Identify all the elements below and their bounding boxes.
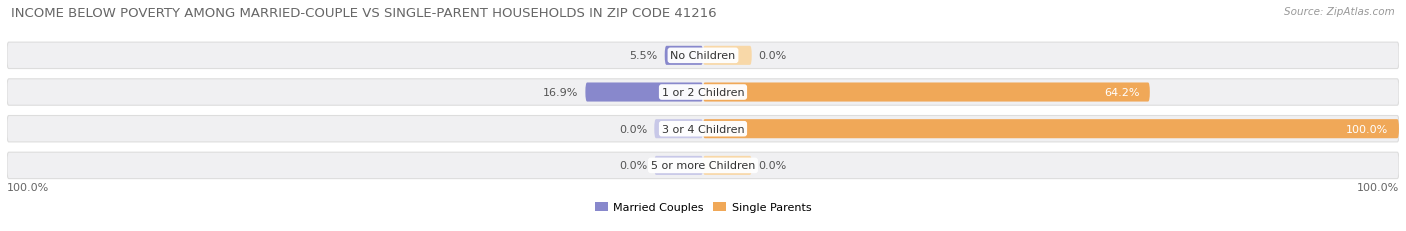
FancyBboxPatch shape [7, 152, 1399, 179]
Text: 100.0%: 100.0% [1357, 182, 1399, 192]
Text: 0.0%: 0.0% [619, 161, 647, 171]
Text: 16.9%: 16.9% [543, 88, 578, 97]
FancyBboxPatch shape [654, 156, 703, 175]
Text: 0.0%: 0.0% [759, 51, 787, 61]
FancyBboxPatch shape [703, 83, 1150, 102]
FancyBboxPatch shape [654, 120, 703, 139]
Text: 64.2%: 64.2% [1104, 88, 1139, 97]
FancyBboxPatch shape [7, 43, 1399, 69]
Text: 100.0%: 100.0% [1347, 124, 1389, 134]
FancyBboxPatch shape [7, 79, 1399, 106]
Legend: Married Couples, Single Parents: Married Couples, Single Parents [595, 202, 811, 212]
FancyBboxPatch shape [703, 47, 752, 66]
Text: 5 or more Children: 5 or more Children [651, 161, 755, 171]
Text: INCOME BELOW POVERTY AMONG MARRIED-COUPLE VS SINGLE-PARENT HOUSEHOLDS IN ZIP COD: INCOME BELOW POVERTY AMONG MARRIED-COUPL… [11, 7, 717, 20]
FancyBboxPatch shape [7, 116, 1399, 142]
FancyBboxPatch shape [665, 47, 703, 66]
Text: 100.0%: 100.0% [7, 182, 49, 192]
Text: 1 or 2 Children: 1 or 2 Children [662, 88, 744, 97]
FancyBboxPatch shape [585, 83, 703, 102]
FancyBboxPatch shape [703, 156, 752, 175]
Text: 5.5%: 5.5% [630, 51, 658, 61]
Text: 3 or 4 Children: 3 or 4 Children [662, 124, 744, 134]
Text: No Children: No Children [671, 51, 735, 61]
Text: 0.0%: 0.0% [619, 124, 647, 134]
Text: Source: ZipAtlas.com: Source: ZipAtlas.com [1284, 7, 1395, 17]
FancyBboxPatch shape [703, 120, 1399, 139]
Text: 0.0%: 0.0% [759, 161, 787, 171]
